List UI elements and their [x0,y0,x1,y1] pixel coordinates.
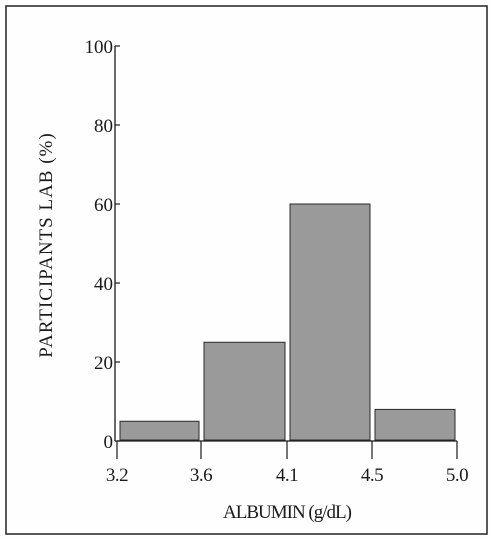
y-tick-label: 20 [94,353,113,374]
histogram-bar [289,203,371,441]
histogram-bar [374,408,456,441]
y-tick-label: 80 [94,116,113,137]
chart-frame [5,5,488,535]
plot-area: 0 20 40 60 80 100 3.2 3.6 4.1 4.5 5.0 [85,37,469,486]
x-tick-label: 5.0 [446,465,468,486]
x-tick-label: 3.2 [106,465,128,486]
y-tick-label: 60 [94,195,113,216]
y-tick-label: 0 [104,432,114,453]
x-tick-label: 4.1 [276,465,298,486]
x-axis-title: ALBUMIN (g/dL) [223,502,352,523]
x-tick-label: 4.5 [361,465,383,486]
histogram-bar [203,341,286,441]
histogram-bar [119,420,200,441]
y-tick-label: 100 [85,37,114,58]
x-tick-label: 3.6 [190,465,212,486]
y-tick-label: 40 [94,274,113,295]
y-axis-title: PARTICIPANTS LAB (%) [36,132,57,357]
